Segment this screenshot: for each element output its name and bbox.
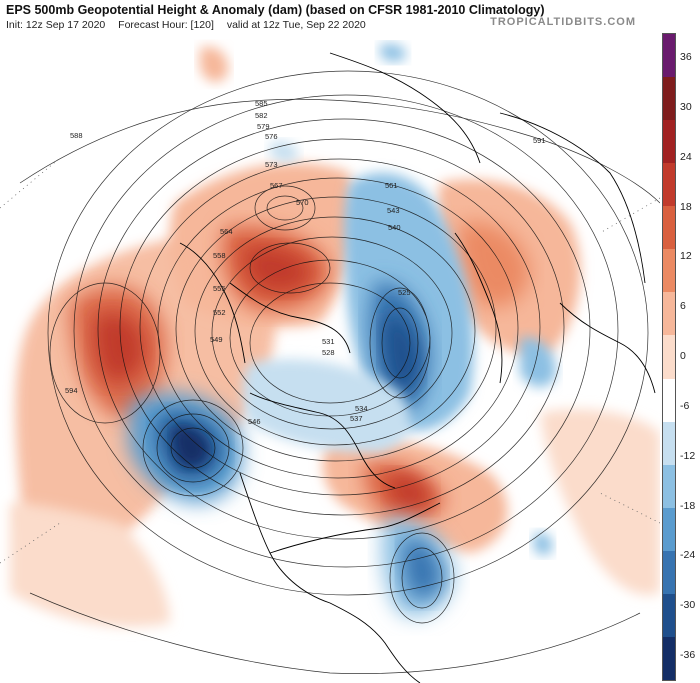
colorbar-segment — [663, 464, 675, 508]
contour-label: 588 — [70, 131, 83, 140]
colorbar-tick-label: -24 — [680, 549, 696, 562]
contour-label: 591 — [533, 136, 546, 145]
colorbar-segment — [663, 249, 675, 293]
colorbar-segment — [663, 163, 675, 207]
colorbar-tick-label: -30 — [680, 599, 696, 612]
map-title: EPS 500mb Geopotential Height & Anomaly … — [6, 3, 545, 17]
contour-label: 543 — [387, 206, 400, 215]
colorbar-tick-label: -6 — [680, 399, 690, 412]
colorbar-tick-label: -18 — [680, 499, 696, 512]
contour-label: 561 — [385, 181, 398, 190]
height-contours — [19, 70, 660, 674]
colorbar-segment — [663, 378, 675, 422]
contour-label: 576 — [265, 132, 278, 141]
contour-label: 540 — [388, 223, 401, 232]
colorbar-segment — [663, 421, 675, 465]
contour-label: 594 — [65, 386, 78, 395]
colorbar-segment — [663, 335, 675, 379]
init-time: Init: 12z Sep 17 2020 — [6, 19, 106, 31]
colorbar-segment — [663, 120, 675, 164]
colorbar-tick-label: -12 — [680, 449, 696, 462]
coastlines — [179, 52, 656, 683]
map-subtitle: Init: 12z Sep 17 2020 Forecast Hour: [12… — [6, 19, 376, 31]
colorbar-tick-label: 24 — [680, 150, 692, 163]
colorbar-tick-label: 30 — [680, 100, 692, 113]
contour-label: 564 — [220, 227, 233, 236]
map-canvas: 588 585 582 579 576 573 570 567 564 561 … — [0, 43, 660, 683]
colorbar-segment — [663, 593, 675, 637]
colorbar-tick-label: 0 — [680, 350, 686, 362]
valid-time: valid at 12z Tue, Sep 22 2020 — [226, 19, 366, 31]
contour-label: 579 — [257, 122, 270, 131]
anomaly-colorbar — [662, 33, 676, 681]
contour-label: 552 — [213, 308, 226, 317]
colorbar-segment — [663, 292, 675, 336]
colorbar-segment — [663, 550, 675, 594]
contour-label: 531 — [322, 337, 335, 346]
colorbar-segment — [663, 636, 675, 680]
contour-label: 546 — [248, 417, 261, 426]
positive-anomaly-shading — [10, 46, 660, 627]
site-brand: TROPICALTIDBITS.COM — [490, 16, 636, 28]
colorbar-tick-label: 12 — [680, 250, 692, 263]
contour-label: 585 — [255, 99, 268, 108]
colorbar-segment — [663, 77, 675, 121]
colorbar-segment — [663, 34, 675, 78]
anomaly-map: 588 585 582 579 576 573 570 567 564 561 … — [0, 33, 660, 683]
contour-label: 534 — [355, 404, 368, 413]
contour-label: 537 — [350, 414, 363, 423]
colorbar-segment — [663, 507, 675, 551]
colorbar-tick-label: 36 — [680, 51, 692, 63]
forecast-hour: Forecast Hour: [120] — [118, 19, 214, 31]
contour-label: 582 — [255, 111, 268, 120]
contour-label: 570 — [296, 198, 309, 207]
contour-label: 528 — [322, 348, 335, 357]
contour-label: 558 — [213, 251, 226, 260]
contour-label: 573 — [265, 160, 278, 169]
colorbar-tick-label: 6 — [680, 300, 686, 313]
contour-label: 555 — [213, 284, 226, 293]
contour-label: 567 — [270, 181, 283, 190]
contour-labels: 588 585 582 579 576 573 570 567 564 561 … — [65, 99, 546, 426]
contour-label: 525 — [398, 288, 411, 297]
contour-label: 549 — [210, 335, 223, 344]
projection-grid — [0, 157, 660, 564]
colorbar-tick-label: 18 — [680, 200, 692, 213]
colorbar-tick-label: -36 — [680, 649, 696, 661]
colorbar-segment — [663, 206, 675, 250]
